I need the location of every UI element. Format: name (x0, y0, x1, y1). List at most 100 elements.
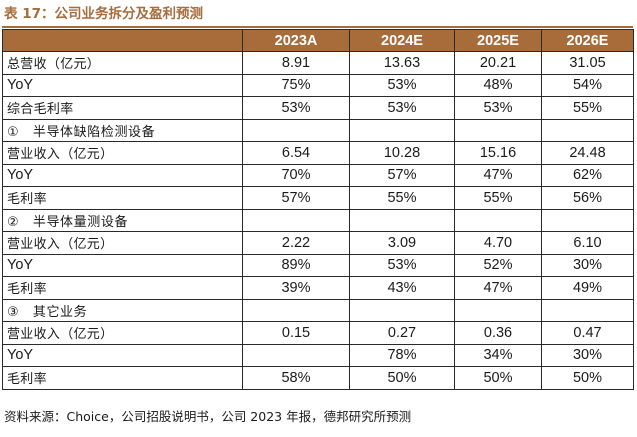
cell-value: 50% (349, 366, 455, 390)
cell-value: 3.09 (349, 231, 455, 255)
section-label: ③ 其它业务 (2, 298, 243, 322)
row-label: 营业收入（亿元） (2, 141, 243, 165)
table-row: 总营收（亿元） 8.91 13.63 20.21 31.05 (2, 51, 634, 75)
cell-value: 15.16 (454, 141, 542, 165)
cell-value: 30% (541, 253, 634, 277)
cell-value: 2.22 (242, 231, 350, 255)
cell-value: 89% (242, 253, 350, 277)
cell-value: 8.91 (242, 51, 350, 75)
cell-value: 57% (242, 186, 350, 210)
forecast-table: 2023A 2024E 2025E 2026E 总营收（亿元） 8.91 13.63… (2, 29, 634, 390)
cell-value: 47% (454, 276, 542, 300)
cell-value: 62% (541, 163, 634, 187)
cell-value: 53% (454, 96, 542, 120)
table-row: 营业收入（亿元） 2.22 3.09 4.70 6.10 (2, 231, 634, 255)
table-row: YoY 78% 34% 30% (2, 343, 634, 367)
column-header-2025e: 2025E (454, 29, 542, 52)
section-label: ② 半导体量测设备 (2, 208, 243, 232)
cell-value (541, 118, 634, 142)
table-row: 毛利率 57% 55% 55% 56% (2, 186, 634, 210)
row-label: 毛利率 (2, 366, 243, 390)
cell-value: 0.15 (242, 321, 350, 345)
cell-value: 31.05 (541, 51, 634, 75)
row-label: 营业收入（亿元） (2, 231, 243, 255)
row-label: 总营收（亿元） (2, 51, 243, 75)
cell-value: 55% (454, 186, 542, 210)
cell-value: 53% (242, 96, 350, 120)
table-row: 综合毛利率 53% 53% 53% 55% (2, 96, 634, 120)
cell-value: 48% (454, 73, 542, 97)
cell-value (541, 208, 634, 232)
cell-value (541, 298, 634, 322)
cell-value: 47% (454, 163, 542, 187)
row-label: 毛利率 (2, 186, 243, 210)
section-row: ① 半导体缺陷检测设备 (2, 118, 634, 142)
cell-value: 78% (349, 343, 455, 367)
table-row: 毛利率 39% 43% 47% 49% (2, 276, 634, 300)
cell-value: 55% (349, 186, 455, 210)
cell-value: 50% (541, 366, 634, 390)
cell-value: 55% (541, 96, 634, 120)
cell-value: 49% (541, 276, 634, 300)
cell-value: 0.27 (349, 321, 455, 345)
cell-value: 0.36 (454, 321, 542, 345)
cell-value (242, 118, 350, 142)
cell-value (454, 118, 542, 142)
cell-value: 53% (349, 73, 455, 97)
cell-value: 20.21 (454, 51, 542, 75)
cell-value: 6.54 (242, 141, 350, 165)
section-row: ② 半导体量测设备 (2, 208, 634, 232)
cell-value: 58% (242, 366, 350, 390)
cell-value: 54% (541, 73, 634, 97)
cell-value: 30% (541, 343, 634, 367)
row-label: 综合毛利率 (2, 96, 243, 120)
table-row: 营业收入（亿元） 6.54 10.28 15.16 24.48 (2, 141, 634, 165)
column-header-2026e: 2026E (541, 29, 634, 52)
source-note: 资料来源：Choice，公司招股说明书，公司 2023 年报，德邦研究所预测 (4, 409, 412, 424)
cell-value (349, 208, 455, 232)
row-label: YoY (2, 163, 243, 187)
row-label: YoY (2, 253, 243, 277)
table-row: 营业收入（亿元） 0.15 0.27 0.36 0.47 (2, 321, 634, 345)
column-header-2024e: 2024E (349, 29, 455, 52)
cell-value: 70% (242, 163, 350, 187)
table-row: YoY 89% 53% 52% 30% (2, 253, 634, 277)
cell-value: 53% (349, 253, 455, 277)
cell-value: 50% (454, 366, 542, 390)
column-header-2023a: 2023A (242, 29, 350, 52)
table-row: 毛利率 58% 50% 50% 50% (2, 366, 634, 390)
cell-value: 6.10 (541, 231, 634, 255)
cell-value: 56% (541, 186, 634, 210)
cell-value (349, 118, 455, 142)
cell-value (242, 343, 350, 367)
cell-value: 34% (454, 343, 542, 367)
row-label: YoY (2, 73, 243, 97)
cell-value: 52% (454, 253, 542, 277)
cell-value: 24.48 (541, 141, 634, 165)
cell-value (454, 298, 542, 322)
cell-value: 13.63 (349, 51, 455, 75)
cell-value: 75% (242, 73, 350, 97)
table-body: 总营收（亿元） 8.91 13.63 20.21 31.05 YoY 75% 53% 48% 54… (2, 51, 634, 390)
table-caption: 表 17：公司业务拆分及盈利预测 (4, 6, 203, 22)
cell-value (349, 298, 455, 322)
cell-value (454, 208, 542, 232)
cell-value: 4.70 (454, 231, 542, 255)
column-header-label (2, 29, 243, 52)
cell-value (242, 298, 350, 322)
table-header-row: 2023A 2024E 2025E 2026E (2, 29, 634, 52)
table-row: YoY 75% 53% 48% 54% (2, 73, 634, 97)
row-label: YoY (2, 343, 243, 367)
row-label: 营业收入（亿元） (2, 321, 243, 345)
cell-value: 57% (349, 163, 455, 187)
cell-value: 0.47 (541, 321, 634, 345)
section-label: ① 半导体缺陷检测设备 (2, 118, 243, 142)
cell-value: 53% (349, 96, 455, 120)
table-row: YoY 70% 57% 47% 62% (2, 163, 634, 187)
cell-value: 39% (242, 276, 350, 300)
caption-rule (2, 26, 633, 28)
section-row: ③ 其它业务 (2, 298, 634, 322)
cell-value: 43% (349, 276, 455, 300)
cell-value: 10.28 (349, 141, 455, 165)
cell-value (242, 208, 350, 232)
